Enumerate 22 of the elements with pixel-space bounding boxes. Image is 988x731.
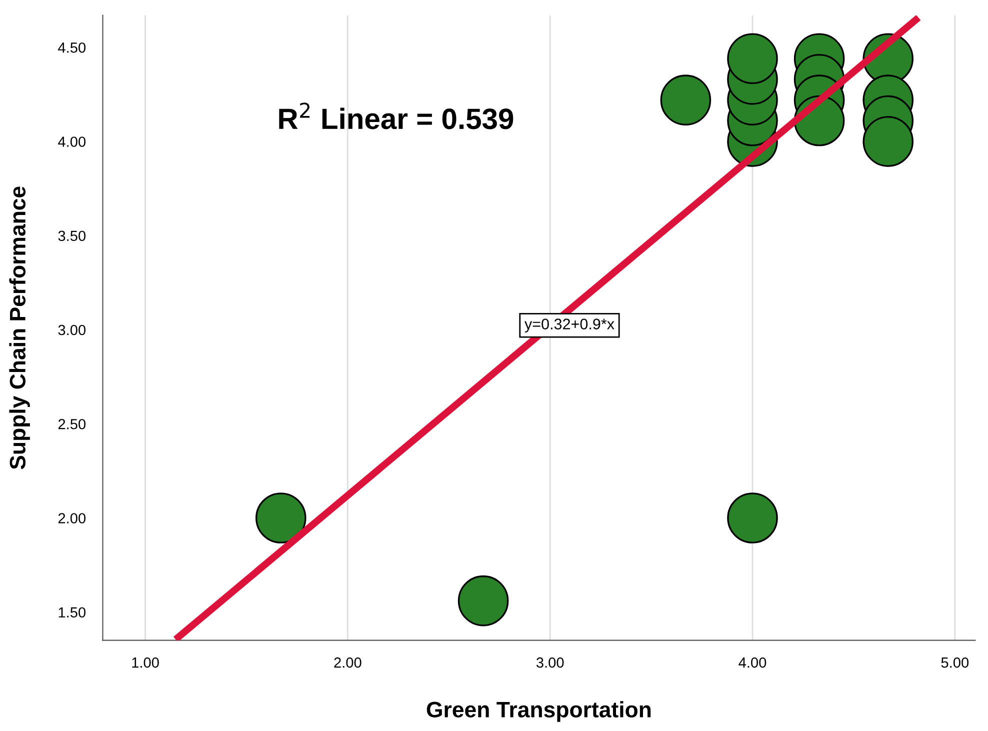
y-tick-label: 3.50 bbox=[58, 230, 86, 242]
point bbox=[727, 492, 778, 544]
y-tick-label: 3.00 bbox=[58, 324, 86, 336]
y-tick-label: 4.50 bbox=[58, 42, 86, 53]
x-tick-label: 4.00 bbox=[738, 657, 766, 668]
annotation: R$^{2}$ Linear = 0.539 bbox=[279, 102, 514, 130]
x-tick-label: 5.00 bbox=[941, 657, 969, 668]
x-tick-label: 3.00 bbox=[536, 657, 564, 668]
y-tick-label: 4.00 bbox=[58, 136, 86, 147]
point bbox=[660, 74, 712, 126]
y-tick-label: 2.50 bbox=[58, 418, 86, 430]
y-tick-label: 1.50 bbox=[58, 607, 86, 618]
x-tick-label: 1.00 bbox=[132, 657, 159, 668]
point bbox=[727, 33, 778, 84]
y-tick-label: 2.00 bbox=[58, 513, 86, 524]
point bbox=[255, 492, 306, 544]
x-axis-title: Green Transportation bbox=[426, 701, 651, 722]
annotation: y=0.32+0.9*x bbox=[524, 318, 614, 332]
point bbox=[862, 116, 914, 167]
point bbox=[458, 575, 509, 626]
x-tick-label: 2.00 bbox=[334, 657, 362, 668]
y-axis-title: Supply Chain Performance bbox=[9, 186, 30, 470]
